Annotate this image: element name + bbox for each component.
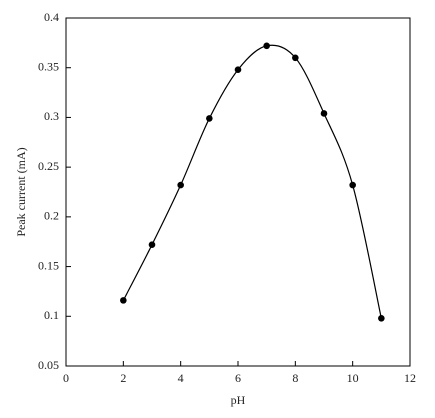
data-point: [349, 181, 356, 189]
data-point: [234, 66, 242, 74]
fit-curve: [122, 44, 382, 319]
data-point: [120, 297, 127, 304]
data-point: [206, 115, 213, 122]
x-tick-label: 8: [292, 371, 298, 385]
y-tick-label: 0.4: [44, 10, 59, 24]
x-tick-label: 2: [120, 371, 126, 385]
y-tick-label: 0.2: [44, 209, 59, 223]
y-tick-label: 0.35: [38, 59, 59, 73]
y-tick-label: 0.1: [44, 308, 59, 322]
x-axis-label: pH: [231, 393, 246, 407]
data-point: [292, 54, 299, 62]
x-tick-label: 10: [347, 371, 359, 385]
y-tick-label: 0.15: [38, 258, 59, 272]
data-point: [148, 241, 156, 248]
y-tick-label: 0.3: [44, 109, 59, 123]
data-point: [177, 181, 184, 189]
data-point: [378, 314, 385, 322]
data-point: [263, 42, 270, 50]
y-tick-label: 0.25: [38, 159, 59, 173]
y-tick-label: 0.05: [38, 358, 59, 372]
x-tick-label: 6: [235, 371, 241, 385]
y-axis-label: Peak current (mA): [14, 147, 28, 236]
data-point: [320, 110, 328, 117]
x-tick-label: 12: [404, 371, 416, 385]
x-tick-label: 0: [63, 371, 69, 385]
x-tick-label: 4: [178, 371, 184, 385]
